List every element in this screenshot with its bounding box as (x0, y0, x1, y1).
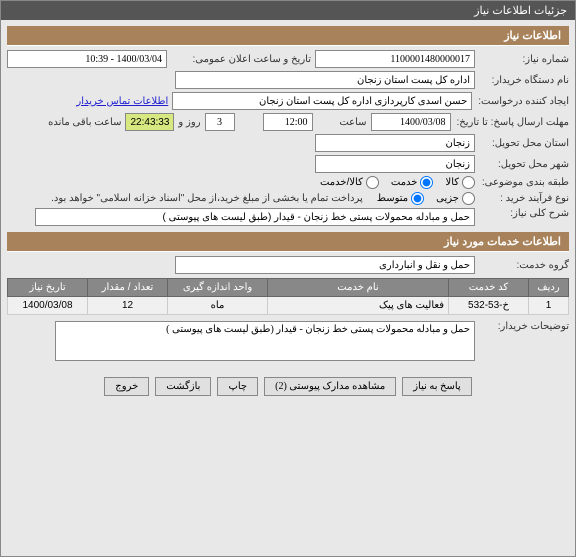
reply-button[interactable]: پاسخ به نیاز (402, 377, 472, 396)
category-label: طبقه بندی موضوعی: (479, 177, 569, 188)
days-input[interactable] (205, 113, 235, 131)
row-need-no: شماره نیاز: تاریخ و ساعت اعلان عمومی: (7, 50, 569, 68)
td-date: 1400/03/08 (8, 297, 88, 315)
time-label: ساعت (317, 117, 367, 128)
row-buyer: نام دستگاه خریدار: (7, 71, 569, 89)
buyer-notes-textarea[interactable] (55, 321, 475, 361)
td-code: خ-53-532 (449, 297, 529, 315)
radio-small-input[interactable] (462, 192, 475, 205)
th-unit: واحد اندازه گیری (168, 279, 268, 297)
exit-button[interactable]: خروج (104, 377, 149, 396)
radio-goods-service[interactable]: کالا/خدمت (320, 176, 379, 189)
service-group-label: گروه خدمت: (479, 260, 569, 271)
row-service-group: گروه خدمت: (7, 256, 569, 274)
category-radios: کالا خدمت کالا/خدمت (320, 176, 475, 189)
section-need-info: اطلاعات نیاز (7, 26, 569, 46)
creator-input[interactable] (172, 92, 472, 110)
contact-link[interactable]: اطلاعات تماس خریدار (76, 96, 168, 107)
button-row: پاسخ به نیاز مشاهده مدارک پیوستی (2) چاپ… (7, 371, 569, 402)
province-input[interactable] (315, 134, 475, 152)
row-buyer-notes: توضیحات خریدار: (7, 321, 569, 361)
attachments-button[interactable]: مشاهده مدارک پیوستی (2) (264, 377, 396, 396)
content: اطلاعات نیاز شماره نیاز: تاریخ و ساعت اع… (1, 20, 575, 408)
radio-medium-input[interactable] (411, 192, 424, 205)
radio-small[interactable]: جزیی (436, 192, 475, 205)
td-qty: 12 (88, 297, 168, 315)
print-button[interactable]: چاپ (217, 377, 258, 396)
table-row[interactable]: 1 خ-53-532 فعالیت های پیک ماه 12 1400/03… (8, 297, 569, 315)
deadline-time-input[interactable] (263, 113, 313, 131)
td-name: فعالیت های پیک (268, 297, 449, 315)
days-label: روز و (178, 117, 200, 128)
titlebar: جزئیات اطلاعات نیاز (1, 1, 575, 20)
deadline-date-input[interactable] (371, 113, 451, 131)
remain-label: ساعت باقی مانده (48, 117, 121, 128)
section-services: اطلاعات خدمات مورد نیاز (7, 232, 569, 252)
desc-input[interactable] (35, 208, 475, 226)
province-label: استان محل تحویل: (479, 138, 569, 149)
need-no-input[interactable] (315, 50, 475, 68)
buyer-label: نام دستگاه خریدار: (479, 75, 569, 86)
radio-medium[interactable]: متوسط (377, 192, 424, 205)
deadline-label: مهلت ارسال پاسخ: تا تاریخ: (455, 117, 569, 128)
city-label: شهر محل تحویل: (479, 159, 569, 170)
back-button[interactable]: بازگشت (155, 377, 211, 396)
th-code: کد خدمت (449, 279, 529, 297)
row-deadline: مهلت ارسال پاسخ: تا تاریخ: ساعت روز و 22… (7, 113, 569, 131)
row-desc: شرح کلی نیاز: (7, 208, 569, 226)
purchase-type-label: نوع فرآیند خرید : (479, 193, 569, 204)
desc-label: شرح کلی نیاز: (479, 208, 569, 219)
td-row: 1 (529, 297, 569, 315)
row-city: شهر محل تحویل: (7, 155, 569, 173)
window: جزئیات اطلاعات نیاز اطلاعات نیاز شماره ن… (0, 0, 576, 557)
th-date: تاریخ نیاز (8, 279, 88, 297)
buyer-notes-label: توضیحات خریدار: (479, 321, 569, 332)
row-creator: ایجاد کننده درخواست: اطلاعات تماس خریدار (7, 92, 569, 110)
row-province: استان محل تحویل: (7, 134, 569, 152)
buyer-input[interactable] (175, 71, 475, 89)
announce-label: تاریخ و ساعت اعلان عمومی: (171, 54, 311, 65)
row-purchase-type: نوع فرآیند خرید : جزیی متوسط پرداخت تمام… (7, 192, 569, 205)
window-title: جزئیات اطلاعات نیاز (474, 5, 567, 17)
th-name: نام خدمت (268, 279, 449, 297)
services-table: ردیف کد خدمت نام خدمت واحد اندازه گیری ت… (7, 278, 569, 315)
row-category: طبقه بندی موضوعی: کالا خدمت کالا/خدمت (7, 176, 569, 189)
th-row: ردیف (529, 279, 569, 297)
table-header-row: ردیف کد خدمت نام خدمت واحد اندازه گیری ت… (8, 279, 569, 297)
radio-goods-input[interactable] (462, 176, 475, 189)
countdown-box: 22:43:33 (125, 113, 174, 131)
creator-label: ایجاد کننده درخواست: (476, 96, 569, 107)
need-no-label: شماره نیاز: (479, 54, 569, 65)
radio-service-input[interactable] (420, 176, 433, 189)
city-input[interactable] (315, 155, 475, 173)
radio-service[interactable]: خدمت (391, 176, 434, 189)
purchase-type-radios: جزیی متوسط (377, 192, 475, 205)
announce-input[interactable] (7, 50, 167, 68)
radio-goods-service-input[interactable] (366, 176, 379, 189)
purchase-note: پرداخت تمام یا بخشی از مبلغ خرید،از محل … (51, 193, 363, 204)
th-qty: تعداد / مقدار (88, 279, 168, 297)
td-unit: ماه (168, 297, 268, 315)
service-group-input[interactable] (175, 256, 475, 274)
radio-goods[interactable]: کالا (445, 176, 475, 189)
